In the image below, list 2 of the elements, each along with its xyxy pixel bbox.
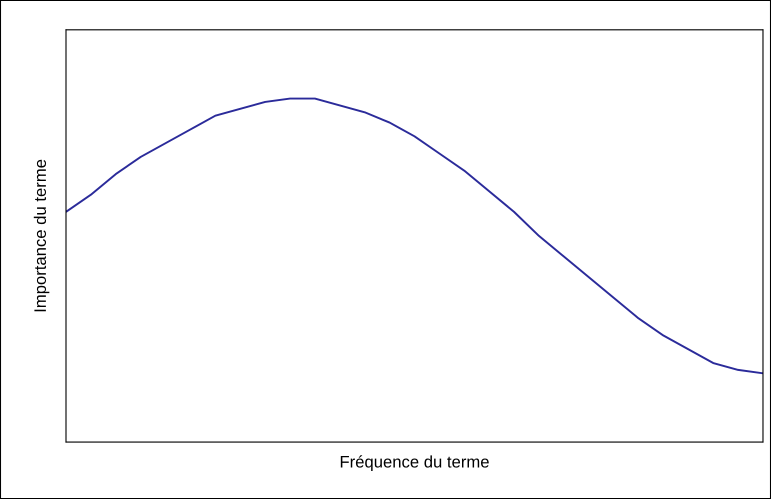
y-axis-title: Importance du terme xyxy=(34,160,50,312)
x-axis-title: Fréquence du terme xyxy=(340,455,489,471)
